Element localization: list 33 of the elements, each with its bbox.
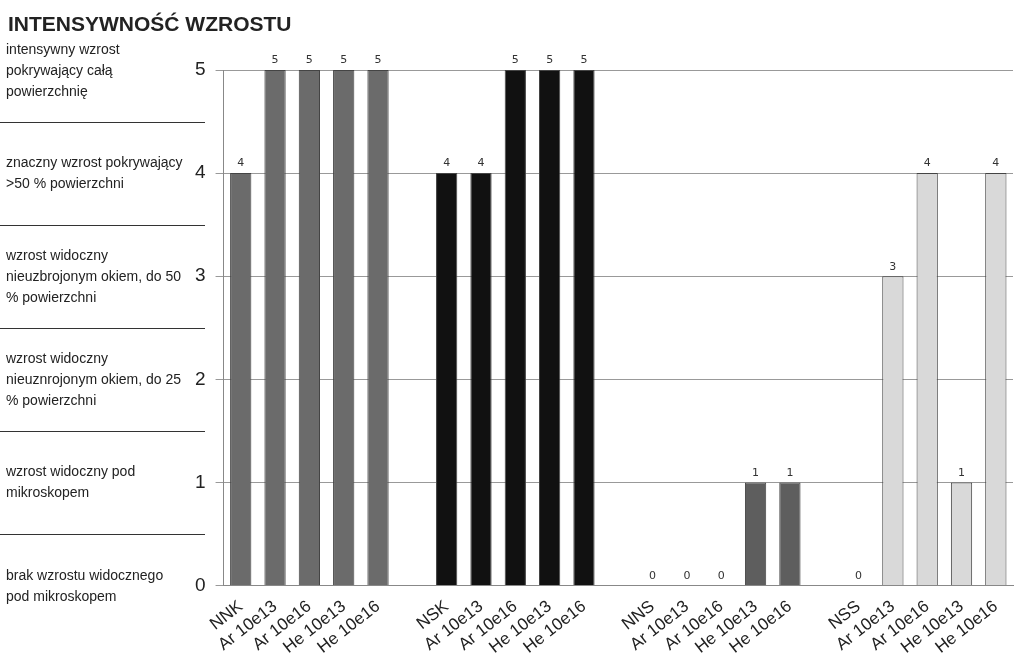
text: brak wzrostu widocznego pod mikroskopem [6, 565, 165, 606]
y-tick-label: 5 [194, 58, 206, 80]
data-label: 5 [374, 53, 382, 67]
data-label: 4 [923, 156, 931, 170]
text: wzrost widoczny nieuznrojonym okiem, do 25 % powierzchni [6, 348, 183, 410]
data-label: 5 [340, 53, 348, 67]
data-label: 4 [992, 156, 1000, 170]
data-label: 0 [855, 568, 863, 582]
y-tick-label: 4 [194, 161, 206, 183]
text: wzrost widoczny nieuzbrojonym okiem, do 50 % powierzchni [6, 245, 183, 307]
data-label: 1 [958, 465, 966, 479]
data-label: 0 [683, 568, 691, 582]
data-label: 4 [477, 156, 485, 170]
data-label: 3 [889, 259, 897, 273]
chart-title: INTENSYWNOŚĆ WZROSTU [8, 12, 292, 36]
data-label: 1 [786, 465, 794, 479]
data-label: 1 [752, 465, 760, 479]
y-tick-label: 1 [194, 470, 206, 492]
text: wzrost widoczny pod mikroskopem [6, 462, 137, 503]
text: intensywny wzrost pokrywający całą powierzchnię [6, 39, 121, 101]
data-label: 4 [443, 156, 451, 170]
text: znaczny wzrost pokrywający >50 % powierzchni [6, 153, 184, 194]
data-label: 5 [580, 53, 588, 67]
data-label: 4 [237, 156, 245, 170]
data-label: 5 [546, 53, 554, 67]
y-tick-label: 2 [194, 367, 206, 389]
y-tick-label: 3 [194, 264, 206, 286]
data-label: 0 [649, 568, 657, 582]
y-tick-label: 0 [194, 573, 206, 595]
data-label: 5 [511, 53, 519, 67]
data-label: 0 [717, 568, 725, 582]
data-label: 5 [271, 53, 279, 67]
data-label: 5 [305, 53, 313, 67]
